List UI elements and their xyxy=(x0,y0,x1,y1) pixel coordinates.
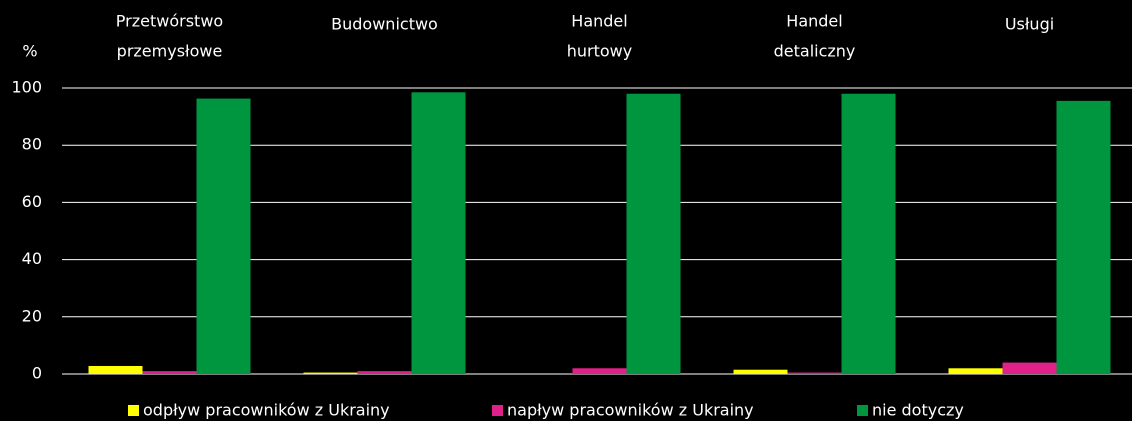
legend-swatch xyxy=(128,405,139,416)
y-tick-label: 100 xyxy=(11,78,42,97)
x-tick-label: Przetwórstwo xyxy=(116,12,223,31)
bar xyxy=(196,98,251,374)
bar xyxy=(88,365,143,374)
y-tick-label: 20 xyxy=(22,306,42,325)
legend-label: napływ pracowników z Ukrainy xyxy=(507,401,754,420)
x-tick-label: Budownictwo xyxy=(331,15,438,34)
bar xyxy=(357,371,412,374)
bar xyxy=(626,93,681,374)
y-axis-label: % xyxy=(22,42,37,61)
bar xyxy=(948,368,1003,374)
x-tick-label: Usługi xyxy=(1005,15,1054,34)
bar xyxy=(303,372,358,374)
y-tick-label: 80 xyxy=(22,135,42,154)
legend-swatch xyxy=(492,405,503,416)
bar xyxy=(142,371,197,374)
x-tick-label: Handel xyxy=(786,12,842,31)
y-tick-label: 60 xyxy=(22,192,42,211)
bar xyxy=(841,93,896,374)
bar xyxy=(1002,362,1057,374)
x-tick-label: hurtowy xyxy=(567,42,632,61)
bar xyxy=(787,372,842,374)
bar xyxy=(733,369,788,374)
bar xyxy=(1056,100,1111,375)
x-tick-label: detaliczny xyxy=(774,42,856,61)
y-tick-label: 40 xyxy=(22,249,42,268)
x-tick-label: przemysłowe xyxy=(117,42,223,61)
y-tick-label: 0 xyxy=(32,364,42,383)
bar xyxy=(572,368,627,374)
bar xyxy=(411,92,466,374)
legend-label: odpływ pracowników z Ukrainy xyxy=(143,401,390,420)
x-tick-label: Handel xyxy=(571,12,627,31)
legend-label: nie dotyczy xyxy=(872,401,964,420)
legend-swatch xyxy=(857,405,868,416)
